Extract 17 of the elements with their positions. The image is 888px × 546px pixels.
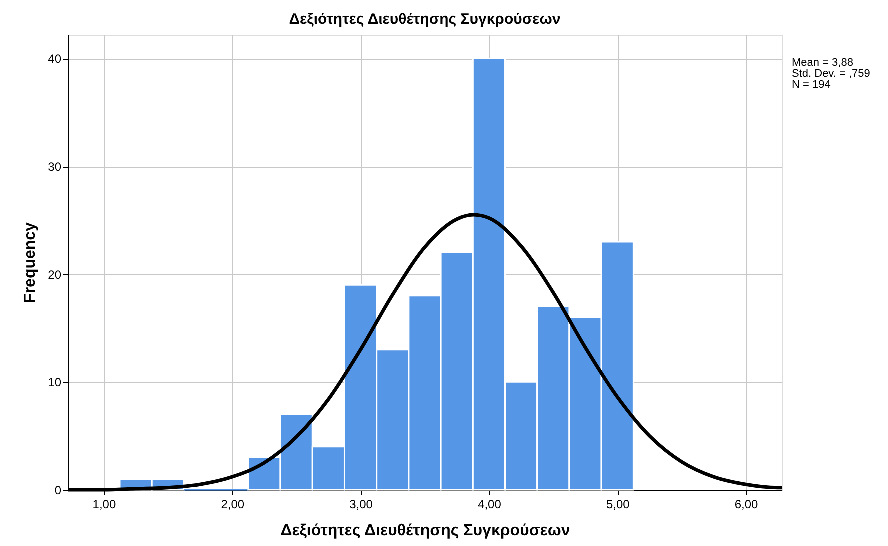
text: N = 194 bbox=[792, 79, 831, 91]
x-tick-label: 4,00 bbox=[478, 498, 502, 512]
y-tick-label: 0 bbox=[54, 484, 62, 498]
x-tick-label: 3,00 bbox=[350, 498, 374, 512]
y-tick-label: 20 bbox=[48, 268, 62, 282]
x-axis-title: Δεξιότητες Διευθέτησης Συγκρούσεων bbox=[280, 522, 570, 540]
y-tick-label: 30 bbox=[48, 160, 62, 174]
y-tick-label: 10 bbox=[48, 376, 62, 390]
x-tick-label: 6,00 bbox=[734, 498, 759, 512]
y-tick-label: 40 bbox=[48, 52, 62, 66]
x-tick-label: 5,00 bbox=[606, 498, 630, 512]
x-tick-label: 2,00 bbox=[221, 498, 245, 512]
text: Mean = 3,88 bbox=[792, 57, 854, 69]
chart-title: Δεξιότητες Διευθέτησης Συγκρούσεων bbox=[289, 11, 561, 28]
text: Std. Dev. = ,759 bbox=[792, 68, 870, 80]
y-axis-title: Frequency bbox=[22, 222, 40, 304]
x-tick-label: 1,00 bbox=[92, 498, 116, 512]
